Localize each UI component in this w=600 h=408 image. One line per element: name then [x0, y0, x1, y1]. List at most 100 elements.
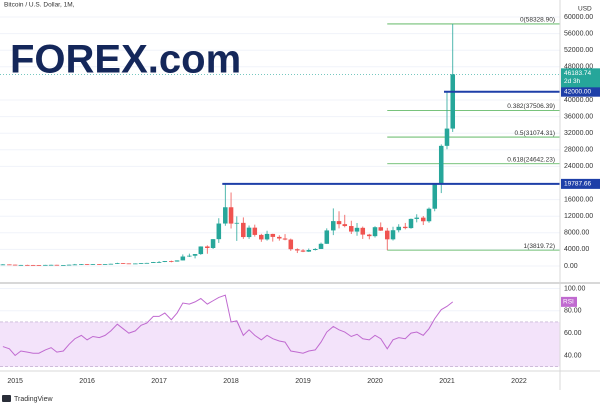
candle-body — [348, 226, 354, 232]
fib-label: 0.382(37506.39) — [507, 103, 555, 110]
candle-body — [402, 226, 408, 229]
candle-body — [216, 223, 222, 240]
candle-body — [277, 236, 282, 239]
y-tick-label: 28000.00 — [564, 147, 593, 154]
candle-body — [187, 255, 192, 257]
candle-body — [336, 221, 342, 225]
candle-body — [180, 256, 186, 261]
candle-body — [252, 227, 258, 235]
candle-body — [366, 234, 372, 237]
y-tick-label: 8000.00 — [564, 230, 589, 237]
candle-body — [438, 145, 444, 185]
y-tick-label: 40000.00 — [564, 97, 593, 104]
y-tick-label: 32000.00 — [564, 130, 593, 137]
candle-body — [174, 260, 180, 262]
y-tick-label: 24000.00 — [564, 163, 593, 170]
candle-body — [138, 263, 144, 264]
candle-body — [318, 243, 324, 249]
y-tick-label: 48000.00 — [564, 64, 593, 71]
fib-label: 1(3819.72) — [524, 243, 555, 250]
logo: FOREX.com — [10, 38, 241, 82]
candle-body — [288, 239, 294, 250]
candle-body — [133, 263, 138, 265]
candle-body — [241, 222, 246, 238]
candle-body — [12, 264, 18, 266]
candle-body — [264, 233, 270, 240]
candle-body — [151, 262, 156, 263]
candle-body — [396, 226, 402, 231]
candle-body — [408, 218, 414, 229]
candle-body — [192, 254, 198, 256]
candle-body — [313, 248, 318, 251]
candle-body — [43, 264, 48, 266]
candle-body — [169, 261, 174, 262]
x-tick-label: 2021 — [439, 378, 455, 385]
x-tick-label: 2015 — [7, 378, 23, 385]
candle-body — [378, 227, 384, 231]
candle-body — [390, 230, 396, 240]
candle-body — [342, 224, 348, 227]
countdown: 2d 3h — [564, 78, 581, 85]
candle-body — [228, 207, 234, 224]
candle-body — [432, 184, 438, 209]
rsi-tag — [561, 296, 577, 307]
candle-body — [162, 261, 168, 262]
candle-body — [282, 238, 288, 240]
candle-body — [72, 264, 78, 266]
candle-body — [330, 221, 336, 231]
candle-body — [84, 264, 90, 266]
candle-body — [450, 74, 456, 129]
x-tick-label: 2019 — [295, 378, 311, 385]
rsi-label: RSI — [563, 299, 574, 306]
candle-body — [54, 264, 60, 266]
candle-body — [300, 250, 306, 252]
candle-body — [444, 128, 450, 146]
candle-body — [25, 264, 30, 266]
candle-body — [66, 264, 72, 266]
candle-body — [420, 217, 426, 222]
x-tick-label: 2017 — [151, 378, 167, 385]
rsi-band — [0, 321, 560, 367]
x-tick-label: 2018 — [223, 378, 239, 385]
level-tag — [561, 178, 600, 189]
candle-body — [97, 264, 102, 265]
x-tick-label: 2020 — [367, 378, 383, 385]
candle-body — [79, 264, 84, 266]
level-label: 42000.00 — [564, 88, 591, 95]
y-tick-label: 16000.00 — [564, 196, 593, 203]
x-tick-label: 2016 — [79, 378, 95, 385]
y-tick-label: 12000.00 — [564, 213, 593, 220]
candle-body — [90, 264, 96, 265]
candle-body — [306, 250, 312, 252]
candle-body — [210, 239, 216, 248]
candle-body — [259, 234, 264, 240]
candle-body — [156, 261, 162, 263]
candle-body — [205, 246, 210, 248]
candle-body — [115, 263, 120, 265]
y-tick-label: 80.00 — [564, 308, 582, 315]
y-tick-label: 100.00 — [564, 285, 586, 292]
candle-body — [270, 233, 276, 237]
candle-body — [223, 207, 228, 224]
y-tick-label: 40.00 — [564, 352, 582, 359]
source: TradingView — [14, 396, 53, 403]
y-tick-label: 0.00 — [564, 263, 578, 270]
candle-body — [198, 246, 204, 255]
candle-body — [360, 227, 366, 235]
y-tick-label: 52000.00 — [564, 47, 593, 54]
candle-body — [7, 264, 12, 266]
candle-body — [426, 208, 432, 222]
candle-body — [30, 264, 36, 266]
candle-body — [0, 264, 6, 266]
candle-body — [372, 227, 378, 237]
y-tick-label: 36000.00 — [564, 113, 593, 120]
fib-label: 0.618(24642.23) — [507, 156, 555, 163]
candle-body — [126, 263, 132, 265]
candle-body — [36, 265, 42, 266]
y-tick-label: 60.00 — [564, 330, 582, 337]
candle-body — [61, 265, 66, 266]
candle-body — [48, 264, 54, 266]
candle-body — [144, 262, 150, 264]
